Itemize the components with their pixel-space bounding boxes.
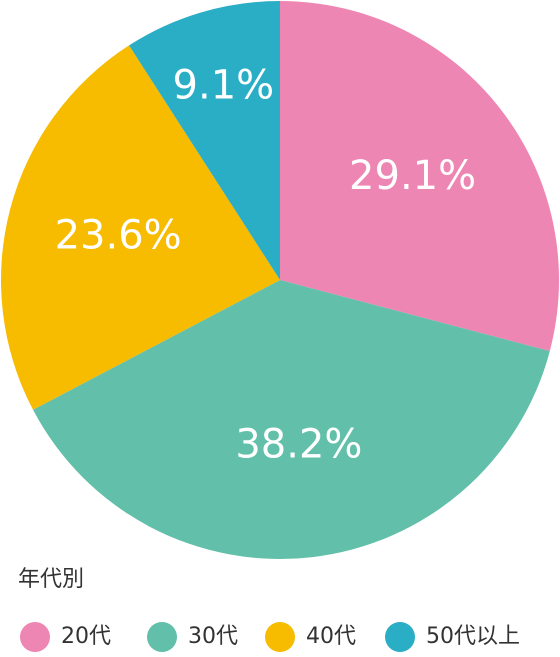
slice-label: 29.1% (349, 153, 476, 199)
pie-slice (1, 45, 281, 410)
legend-label: 50代以上 (426, 624, 520, 649)
pie-slice (33, 280, 550, 559)
legend-marker (385, 622, 415, 652)
legend-label: 30代 (188, 624, 238, 649)
legend-label: 40代 (306, 624, 356, 649)
legend-marker (265, 622, 295, 652)
legend-marker (20, 622, 50, 652)
slice-label: 38.2% (235, 421, 362, 467)
legend-label: 20代 (61, 624, 111, 649)
slice-label: 9.1% (173, 62, 275, 108)
slice-label: 23.6% (55, 212, 182, 258)
legend-title: 年代別 (18, 567, 84, 592)
pie-slice (280, 1, 559, 352)
legend-marker (147, 622, 177, 652)
pie-slice (129, 1, 280, 280)
